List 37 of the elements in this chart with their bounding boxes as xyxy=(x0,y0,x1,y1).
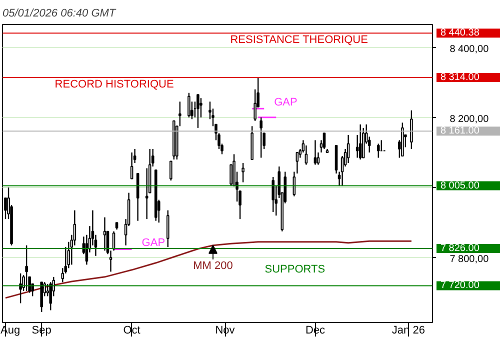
annotation: SUPPORTS xyxy=(264,264,326,276)
annotation: RESISTANCE THEORIQUE xyxy=(230,34,368,46)
candlestick xyxy=(166,210,170,248)
candlestick xyxy=(133,148,136,164)
series-label: GAP xyxy=(142,237,166,250)
candlestick xyxy=(314,140,317,166)
candlestick xyxy=(25,244,28,292)
series-label: GAP xyxy=(274,96,298,109)
candlestick xyxy=(260,116,263,158)
candlestick xyxy=(410,110,413,150)
candlestick xyxy=(230,164,232,186)
y-tick-label: 7 800,00 xyxy=(450,254,490,266)
ref-line-label: 7 720.00 xyxy=(440,280,480,292)
ref-line-label: 8 314.00 xyxy=(440,72,480,83)
candlestick xyxy=(254,88,256,122)
y-tick-label: 8 400,00 xyxy=(450,44,490,55)
candlestick xyxy=(196,94,200,129)
series-label: MM 200 xyxy=(193,260,233,272)
candlestick xyxy=(145,168,148,220)
candlestick xyxy=(242,162,244,183)
candlestick xyxy=(188,92,190,118)
candlestick xyxy=(376,143,380,158)
candlestick xyxy=(346,134,350,164)
chart-title: 05/01/2026 06:40 GMT xyxy=(2,8,117,20)
y-tick-label: 8 200,00 xyxy=(450,114,490,125)
ref-line-label: 8 005.00 xyxy=(440,180,480,192)
candlestick xyxy=(103,216,106,252)
annotation: RECORD HISTORIQUE xyxy=(54,78,174,90)
candlestick xyxy=(358,124,362,160)
candlestick xyxy=(169,160,172,182)
ref-line-label: 8 161.00 xyxy=(440,126,480,137)
candlestick xyxy=(130,152,134,180)
candlestick xyxy=(200,98,202,118)
ref-line-label: 8 440.38 xyxy=(440,28,480,39)
candlestick xyxy=(322,132,326,150)
ref-line-label: 7 826.00 xyxy=(440,243,480,254)
candlestick xyxy=(272,176,275,213)
